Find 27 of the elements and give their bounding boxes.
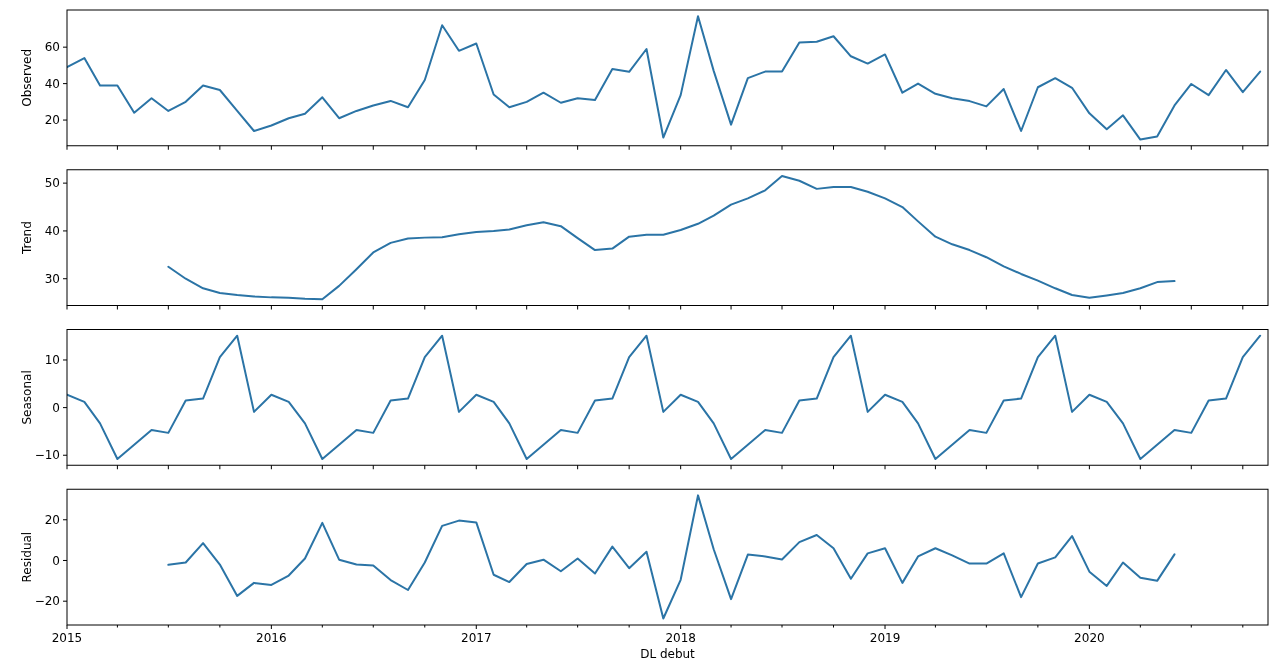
line-series (167, 174, 1176, 301)
y-tick-label: 40 (44, 224, 60, 239)
y-tick-label: −20 (34, 594, 60, 609)
y-tick-label: 30 (44, 271, 60, 286)
x-tick-label: 2020 (1074, 631, 1105, 645)
y-tick-label: 50 (44, 176, 60, 191)
y-axis-title: Seasonal (20, 370, 34, 425)
x-tick-label: 2016 (256, 631, 287, 645)
y-tick-label: 20 (44, 113, 60, 128)
y-tick-label: 20 (44, 512, 60, 527)
y-tick-label: −10 (34, 448, 60, 463)
y-axis-title: Observed (20, 49, 34, 107)
y-tick-label: 0 (52, 553, 60, 568)
line-series (167, 494, 1176, 620)
x-tick-label: 2018 (665, 631, 696, 645)
x-tick-label: 2019 (869, 631, 901, 645)
x-axis-title: DL debut (640, 647, 696, 661)
x-tick-label: 2017 (461, 631, 492, 645)
x-tick-label: 2015 (51, 631, 83, 645)
y-tick-label: 0 (52, 400, 60, 415)
y-tick-label: 40 (44, 76, 60, 91)
y-tick-label: 10 (44, 353, 60, 368)
y-axis-title: Trend (20, 221, 34, 256)
y-axis-title: Residual (20, 531, 34, 583)
line-series (67, 334, 1262, 461)
y-tick-label: 60 (44, 40, 60, 55)
line-series (67, 15, 1262, 141)
